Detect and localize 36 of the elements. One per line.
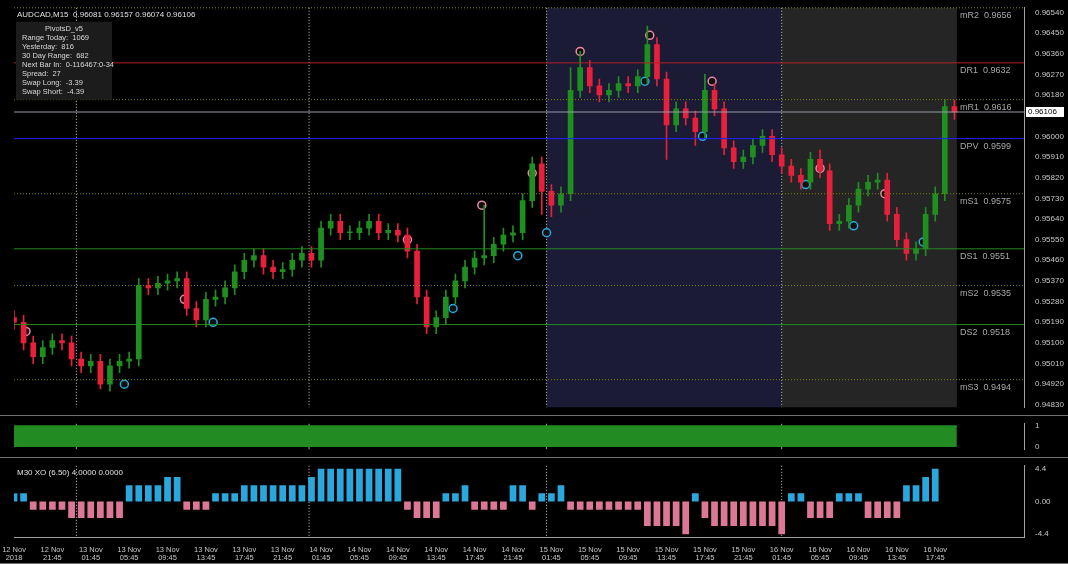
y-tick-label: -4.4 — [1035, 529, 1050, 539]
ref-line-label: DPV 0.9599 — [960, 140, 1012, 151]
y-tick-label: 0.95820 — [1035, 172, 1065, 182]
y-tick-label: 0.94920 — [1035, 379, 1065, 389]
y-tick-label: 0.96270 — [1035, 69, 1065, 79]
y-tick-label: 0.95730 — [1035, 193, 1065, 203]
ref-line-label: mR1 0.9616 — [960, 101, 1012, 112]
y-tick-label: 0.95370 — [1035, 276, 1065, 286]
y-tick-label: 0.94830 — [1035, 400, 1065, 410]
y-tick-label: 4.4 — [1035, 463, 1047, 473]
y-tick-label: 0.95010 — [1035, 358, 1065, 368]
y-tick-label: 0.95100 — [1035, 338, 1065, 348]
ref-line-label: 0.96106 — [1028, 107, 1058, 117]
y-tick-label: 0.95910 — [1035, 152, 1065, 162]
y-tick-label: 0.00 — [1035, 496, 1052, 506]
y-tick-label: 0.95460 — [1035, 255, 1065, 265]
y-tick-label: 0.96360 — [1035, 48, 1065, 58]
ref-line-label: mS2 0.9535 — [960, 287, 1012, 298]
ref-line-label: mR2 0.9656 — [960, 9, 1012, 20]
y-tick-label: 0 — [1035, 442, 1040, 452]
y-tick-label: 1 — [1035, 421, 1040, 431]
ref-line-label: DR1 0.9632 — [960, 64, 1011, 75]
chart-title: M30 XO (6.50) 4.0000 0.0000 — [17, 468, 124, 477]
ref-line-label: DS2 0.9518 — [960, 326, 1011, 337]
y-tick-label: 0.96000 — [1035, 131, 1065, 141]
chart-title: AUDCAD,M15 0.96081 0.96157 0.96074 0.96106 — [17, 10, 196, 19]
y-tick-label: 0.96450 — [1035, 28, 1065, 38]
y-tick-label: 0.95280 — [1035, 296, 1065, 306]
y-tick-label: 0.96540 — [1035, 7, 1065, 17]
ref-line-label: DS1 0.9551 — [960, 250, 1011, 261]
y-tick-label: 0.95640 — [1035, 214, 1065, 224]
ref-line-label: mS3 0.9494 — [960, 381, 1012, 392]
ref-line-label: mS1 0.9575 — [960, 195, 1012, 206]
y-tick-label: 0.95550 — [1035, 234, 1065, 244]
y-tick-label: 0.95190 — [1035, 317, 1065, 327]
y-tick-label: 0.96180 — [1035, 90, 1065, 100]
